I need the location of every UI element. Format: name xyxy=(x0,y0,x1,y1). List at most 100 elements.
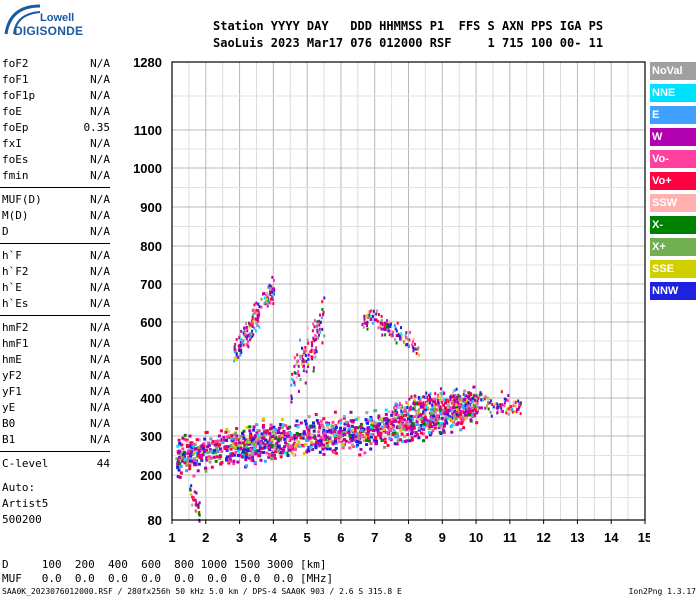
echo-point xyxy=(460,411,463,415)
echo-point xyxy=(511,407,514,411)
echo-point xyxy=(501,403,504,407)
echo-point xyxy=(467,404,470,408)
echo-point xyxy=(388,320,391,324)
echo-point xyxy=(412,338,415,341)
echo-point xyxy=(319,313,321,317)
echo-point xyxy=(342,416,346,420)
param-value: N/A xyxy=(90,281,110,294)
echo-point xyxy=(194,503,197,507)
echo-point xyxy=(332,451,336,454)
echo-point xyxy=(341,443,345,446)
echo-point xyxy=(425,421,429,425)
echo-point xyxy=(362,325,365,329)
echo-point xyxy=(448,417,452,421)
echo-point xyxy=(444,418,448,422)
echo-point xyxy=(227,445,231,449)
echo-point xyxy=(318,323,321,327)
echo-point xyxy=(334,437,337,441)
echo-point xyxy=(275,444,279,447)
echo-point xyxy=(315,324,318,328)
echo-point xyxy=(503,401,506,405)
x-tick-label: 14 xyxy=(604,530,619,545)
echo-point xyxy=(216,449,220,453)
echo-point xyxy=(291,447,294,451)
echo-point xyxy=(390,334,393,338)
echo-point xyxy=(249,458,253,462)
echo-point xyxy=(395,426,399,429)
echo-point xyxy=(366,324,368,327)
echo-point xyxy=(442,424,446,428)
echo-point xyxy=(177,451,180,455)
echo-point xyxy=(436,403,440,407)
echo-point xyxy=(422,401,425,405)
echo-point xyxy=(321,341,324,345)
echo-point xyxy=(424,405,427,409)
echo-point xyxy=(297,440,301,444)
echo-point xyxy=(503,397,506,401)
echo-point xyxy=(376,428,380,432)
param-name: B0 xyxy=(2,417,16,430)
echo-point xyxy=(298,444,302,448)
echo-point xyxy=(206,445,210,449)
echo-point xyxy=(299,378,302,381)
param-value: N/A xyxy=(90,105,110,118)
echo-point xyxy=(243,443,247,447)
echo-point xyxy=(445,399,448,403)
echo-point xyxy=(228,458,232,462)
echo-point xyxy=(276,445,280,449)
echo-point xyxy=(405,419,409,423)
echo-point xyxy=(400,334,403,338)
echo-point xyxy=(247,333,250,337)
echo-point xyxy=(408,397,411,401)
x-tick-label: 15 xyxy=(638,530,650,545)
param-name: foE xyxy=(2,105,22,118)
echo-point xyxy=(446,416,450,420)
echo-point xyxy=(385,430,389,434)
param-name: foEp xyxy=(2,121,29,134)
echo-point xyxy=(283,445,287,449)
echo-point xyxy=(366,436,370,440)
echo-point xyxy=(322,443,326,447)
legend-item-ssw: SSW xyxy=(650,194,696,212)
echo-point xyxy=(242,441,246,445)
echo-point xyxy=(289,436,293,440)
echo-point xyxy=(315,334,318,338)
echo-point xyxy=(458,413,462,417)
echo-point xyxy=(464,413,468,417)
echo-point xyxy=(258,436,261,440)
echo-point xyxy=(274,435,278,439)
param-name: MUF(D) xyxy=(2,193,42,206)
echo-point xyxy=(258,305,261,309)
echo-point xyxy=(384,417,388,420)
echo-point xyxy=(192,498,195,502)
echo-point xyxy=(245,464,248,468)
echo-point xyxy=(456,421,460,425)
echo-point xyxy=(477,396,480,400)
echo-point xyxy=(454,399,457,403)
echo-point xyxy=(181,436,185,440)
param-value: N/A xyxy=(90,193,110,206)
echo-point xyxy=(339,421,342,425)
echo-point xyxy=(460,399,464,403)
echo-point xyxy=(237,355,240,359)
echo-point xyxy=(267,446,271,450)
echo-point xyxy=(388,436,392,440)
param-name: hmF1 xyxy=(2,337,29,350)
echo-point xyxy=(225,438,229,442)
echo-point xyxy=(235,358,238,362)
echo-point xyxy=(302,431,306,435)
param-name: C-level xyxy=(2,457,49,470)
echo-point xyxy=(307,326,309,330)
echo-point xyxy=(462,392,465,396)
echo-point xyxy=(460,419,464,423)
echo-point xyxy=(407,402,410,406)
echo-point xyxy=(263,443,267,446)
echo-point xyxy=(255,431,259,435)
echo-point xyxy=(409,330,412,334)
echo-point xyxy=(290,383,293,387)
echo-point xyxy=(312,338,315,342)
echo-point xyxy=(408,338,411,342)
echo-point xyxy=(343,422,347,426)
echo-point xyxy=(245,322,247,325)
echo-point xyxy=(288,448,292,452)
